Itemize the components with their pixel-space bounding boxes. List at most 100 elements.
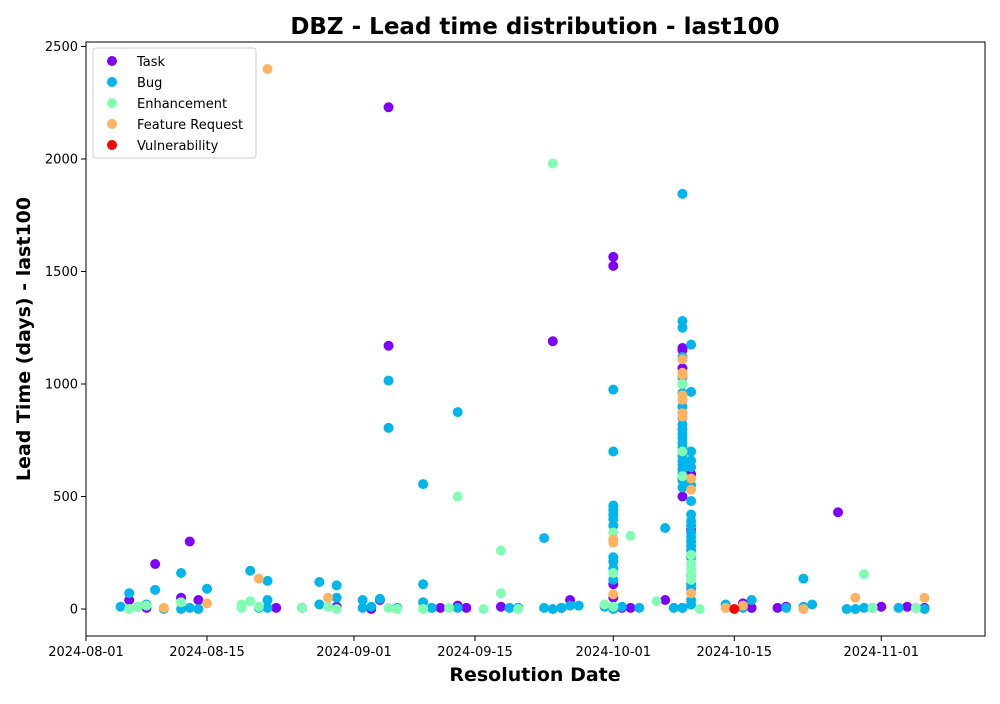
- data-point: [660, 595, 671, 605]
- data-point: [677, 471, 688, 482]
- data-point: [435, 602, 446, 613]
- data-point: [858, 602, 869, 613]
- legend-label: Enhancement: [137, 97, 227, 112]
- data-point: [746, 602, 757, 613]
- data-point: [547, 158, 558, 169]
- y-tick-label: 1000: [45, 378, 78, 393]
- x-tick-label: 2024-08-15: [169, 645, 245, 660]
- data-point: [253, 601, 264, 612]
- data-point: [919, 592, 930, 603]
- data-point: [539, 533, 550, 544]
- data-point: [184, 536, 195, 547]
- data-point: [495, 545, 506, 556]
- data-point: [176, 597, 187, 608]
- data-point: [686, 588, 697, 599]
- data-point: [625, 530, 636, 541]
- data-point: [392, 604, 403, 614]
- data-point: [919, 604, 930, 614]
- data-point: [677, 354, 688, 365]
- chart-title: DBZ - Lead time distribution - last100: [290, 14, 779, 40]
- data-point: [686, 473, 697, 484]
- data-point: [124, 604, 135, 614]
- legend: Task Bug Enhancement Feature Request Vulnera…: [92, 47, 257, 159]
- x-tick-label: 2024-10-15: [697, 645, 773, 660]
- data-point: [141, 600, 152, 611]
- data-point: [115, 601, 126, 612]
- data-point: [608, 260, 619, 271]
- y-tick-label: 2500: [45, 40, 78, 55]
- data-point: [323, 601, 334, 612]
- data-point: [850, 592, 861, 603]
- data-point: [677, 446, 688, 457]
- data-point: [660, 523, 671, 533]
- data-point: [193, 604, 204, 614]
- data-point: [366, 601, 377, 612]
- data-point: [729, 604, 740, 614]
- data-point: [418, 479, 429, 490]
- data-point: [132, 601, 143, 612]
- data-point: [253, 573, 264, 584]
- series-feature-request: [158, 64, 930, 614]
- data-point: [634, 602, 645, 613]
- data-point: [599, 599, 610, 610]
- series-bug: [115, 188, 930, 614]
- data-point: [608, 568, 619, 578]
- data-point: [686, 462, 697, 473]
- data-point: [202, 583, 213, 594]
- data-point: [686, 446, 697, 457]
- data-point: [331, 580, 342, 591]
- data-point: [910, 602, 921, 613]
- data-point: [677, 370, 688, 380]
- x-tick-label: 2024-11-01: [843, 645, 919, 660]
- data-point: [176, 568, 187, 578]
- data-point: [124, 588, 135, 599]
- x-tick-label: 2024-09-01: [316, 645, 392, 660]
- data-point: [677, 379, 688, 389]
- data-point: [686, 550, 697, 560]
- data-point: [452, 602, 463, 613]
- data-point: [686, 386, 697, 397]
- legend-marker: [107, 140, 117, 150]
- x-tick-label: 2024-08-01: [48, 645, 124, 660]
- data-point: [150, 584, 161, 595]
- data-point: [686, 339, 697, 350]
- data-point: [858, 569, 869, 580]
- data-point: [677, 188, 688, 199]
- data-point: [547, 336, 558, 347]
- data-point: [495, 588, 506, 599]
- series-enhancement: [124, 158, 921, 614]
- data-point: [677, 482, 688, 493]
- data-point: [245, 565, 256, 576]
- legend-label: Feature Request: [137, 118, 243, 133]
- legend-marker: [107, 119, 117, 129]
- data-point: [841, 604, 852, 614]
- data-point: [668, 602, 679, 613]
- x-axis-label: Resolution Date: [449, 664, 620, 686]
- data-point: [383, 102, 394, 113]
- series-vulnerability: [729, 604, 740, 614]
- data-point: [357, 602, 368, 613]
- data-point: [262, 602, 273, 613]
- data-point: [686, 574, 697, 585]
- data-point: [461, 602, 472, 613]
- data-point: [158, 602, 169, 613]
- data-point: [573, 600, 584, 611]
- data-point: [513, 604, 524, 614]
- data-point: [608, 251, 619, 262]
- data-point: [902, 601, 913, 612]
- data-point: [262, 595, 273, 605]
- data-point: [608, 537, 619, 548]
- data-point: [686, 496, 697, 506]
- data-point: [331, 592, 342, 603]
- data-point: [608, 384, 619, 395]
- data-point: [651, 596, 662, 607]
- data-point: [694, 604, 705, 614]
- data-point: [383, 340, 394, 351]
- legend-marker: [107, 56, 117, 66]
- data-point: [893, 602, 904, 613]
- data-point: [547, 604, 558, 614]
- data-point: [867, 602, 878, 613]
- data-point: [833, 507, 844, 518]
- data-point: [677, 411, 688, 422]
- data-point: [331, 604, 342, 614]
